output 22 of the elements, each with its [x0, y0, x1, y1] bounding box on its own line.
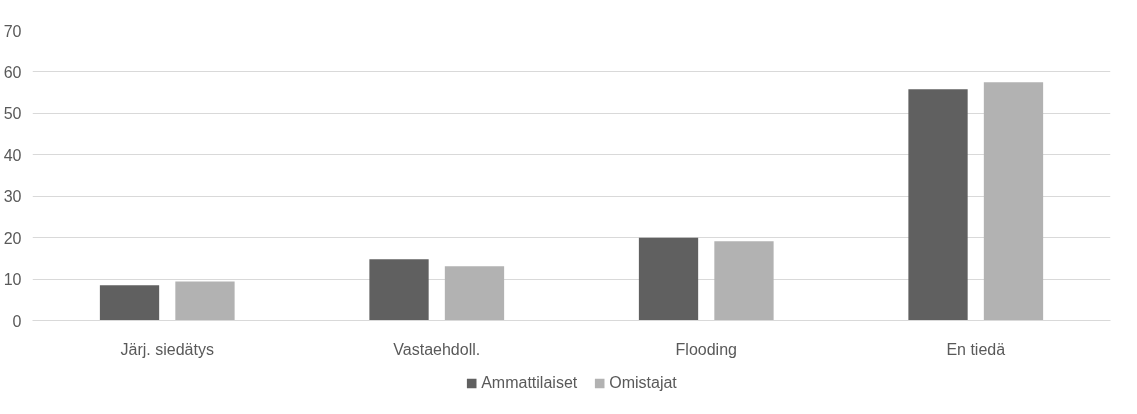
- bar: [908, 89, 968, 321]
- y-tick-label: 70: [3, 22, 22, 40]
- x-tick-label: Flooding: [675, 340, 737, 358]
- x-tick-label: Vastaehdoll.: [393, 340, 481, 358]
- bar: [99, 285, 160, 321]
- y-tick-label: 10: [3, 271, 22, 289]
- bar: [714, 241, 774, 321]
- legend-label: Omistajat: [609, 374, 677, 392]
- y-tick-label: 60: [3, 63, 22, 81]
- y-tick-label: 0: [12, 312, 22, 330]
- y-tick-label: 20: [3, 229, 22, 247]
- bar: [983, 82, 1044, 321]
- y-tick-label: 40: [3, 146, 22, 164]
- x-tick-label: En tiedä: [946, 340, 1006, 358]
- bar: [638, 237, 699, 321]
- y-tick-label: 30: [3, 188, 22, 206]
- bar: [175, 281, 235, 321]
- x-tick-label: Järj. siedätys: [120, 340, 214, 358]
- bar: [369, 259, 429, 321]
- y-tick-label: 50: [3, 105, 22, 123]
- legend-label: Ammattilaiset: [481, 374, 578, 392]
- bar: [444, 266, 505, 321]
